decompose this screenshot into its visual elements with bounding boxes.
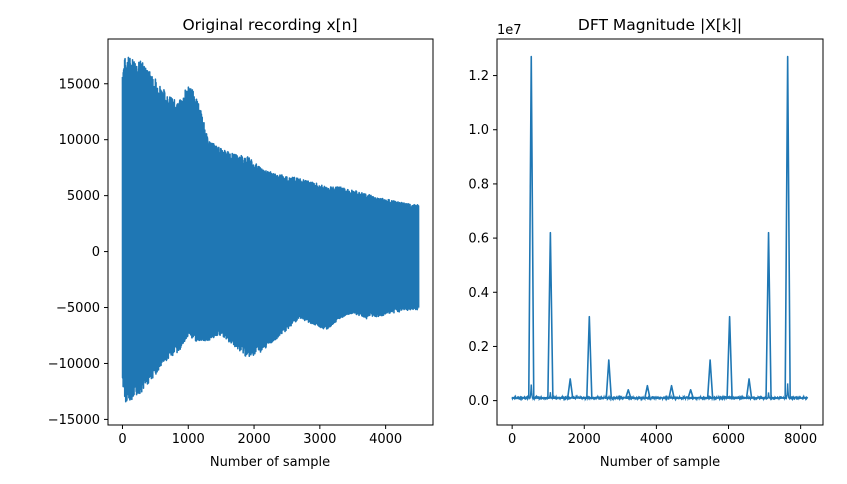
- dft-peak: [644, 384, 651, 399]
- dft-peak: [726, 315, 733, 398]
- right-y-axis: 0.0 0.2 0.4 0.6 0.8 1.0 1.2: [468, 69, 497, 409]
- left-subplot: Original recording x[n] 0 1000 2000 3000 400…: [48, 16, 434, 470]
- right-y-tick-label: 0.4: [468, 286, 489, 301]
- right-x-tick-label: 2000: [568, 432, 601, 447]
- dft-peak: [706, 359, 714, 398]
- left-x-tick-label: 1000: [172, 432, 205, 447]
- right-x-tick-label: 4000: [640, 432, 673, 447]
- dft-peak: [605, 359, 613, 398]
- left-x-tick-label: 3000: [303, 432, 336, 447]
- left-axes-frame: [107, 38, 434, 426]
- left-chart-title: Original recording x[n]: [182, 16, 357, 34]
- right-plot-area: [511, 55, 809, 402]
- right-y-tick-label: 0.0: [468, 394, 489, 409]
- dft-peak: [625, 388, 632, 399]
- dft-peak: [668, 384, 675, 399]
- right-x-axis-label: Number of sample: [600, 455, 720, 470]
- left-y-tick-label: 10000: [59, 133, 100, 148]
- right-subplot: DFT Magnitude |X[k]| 0 2000 4000 6000 8000 0…: [468, 16, 824, 470]
- dft-baseline-line: [511, 383, 809, 402]
- right-x-tick-label: 8000: [784, 432, 817, 447]
- right-x-tick-label: 6000: [712, 432, 745, 447]
- left-x-axis: 0 1000 2000 3000 4000: [118, 425, 402, 447]
- left-y-tick-label: −5000: [56, 301, 100, 316]
- left-y-tick-label: 0: [92, 245, 100, 260]
- right-x-tick-label: 0: [508, 432, 516, 447]
- left-plot-area: [121, 56, 420, 403]
- left-x-tick-label: 2000: [238, 432, 271, 447]
- right-axes-frame: [496, 38, 824, 426]
- waveform-series-line: [121, 56, 420, 403]
- left-x-tick-label: 0: [118, 432, 126, 447]
- dft-peak: [547, 231, 554, 398]
- right-y-tick-label: 1.0: [468, 123, 489, 138]
- right-y-tick-label: 0.2: [468, 340, 489, 355]
- dft-peak: [566, 378, 574, 399]
- dft-peak: [687, 388, 694, 399]
- right-y-tick-label: 0.6: [468, 232, 489, 247]
- left-y-axis: −15000 −10000 −5000 0 5000 10000 15000: [48, 77, 108, 428]
- dft-peak: [745, 378, 753, 399]
- left-x-tick-label: 4000: [369, 432, 402, 447]
- right-y-tick-label: 1.2: [468, 69, 489, 84]
- dft-peak: [527, 55, 535, 398]
- left-y-tick-label: −15000: [48, 413, 100, 428]
- dft-peak: [784, 55, 791, 398]
- right-y-tick-label: 0.8: [468, 177, 489, 192]
- dft-peak: [765, 231, 772, 398]
- dft-peak: [586, 315, 593, 398]
- left-y-tick-label: 5000: [67, 189, 100, 204]
- right-chart-title: DFT Magnitude |X[k]|: [578, 16, 742, 34]
- right-y-offset-label: 1e7: [497, 23, 522, 38]
- right-x-axis: 0 2000 4000 6000 8000: [508, 425, 817, 447]
- left-y-tick-label: 15000: [59, 77, 100, 92]
- left-y-tick-label: −10000: [48, 357, 100, 372]
- left-x-axis-label: Number of sample: [210, 455, 330, 470]
